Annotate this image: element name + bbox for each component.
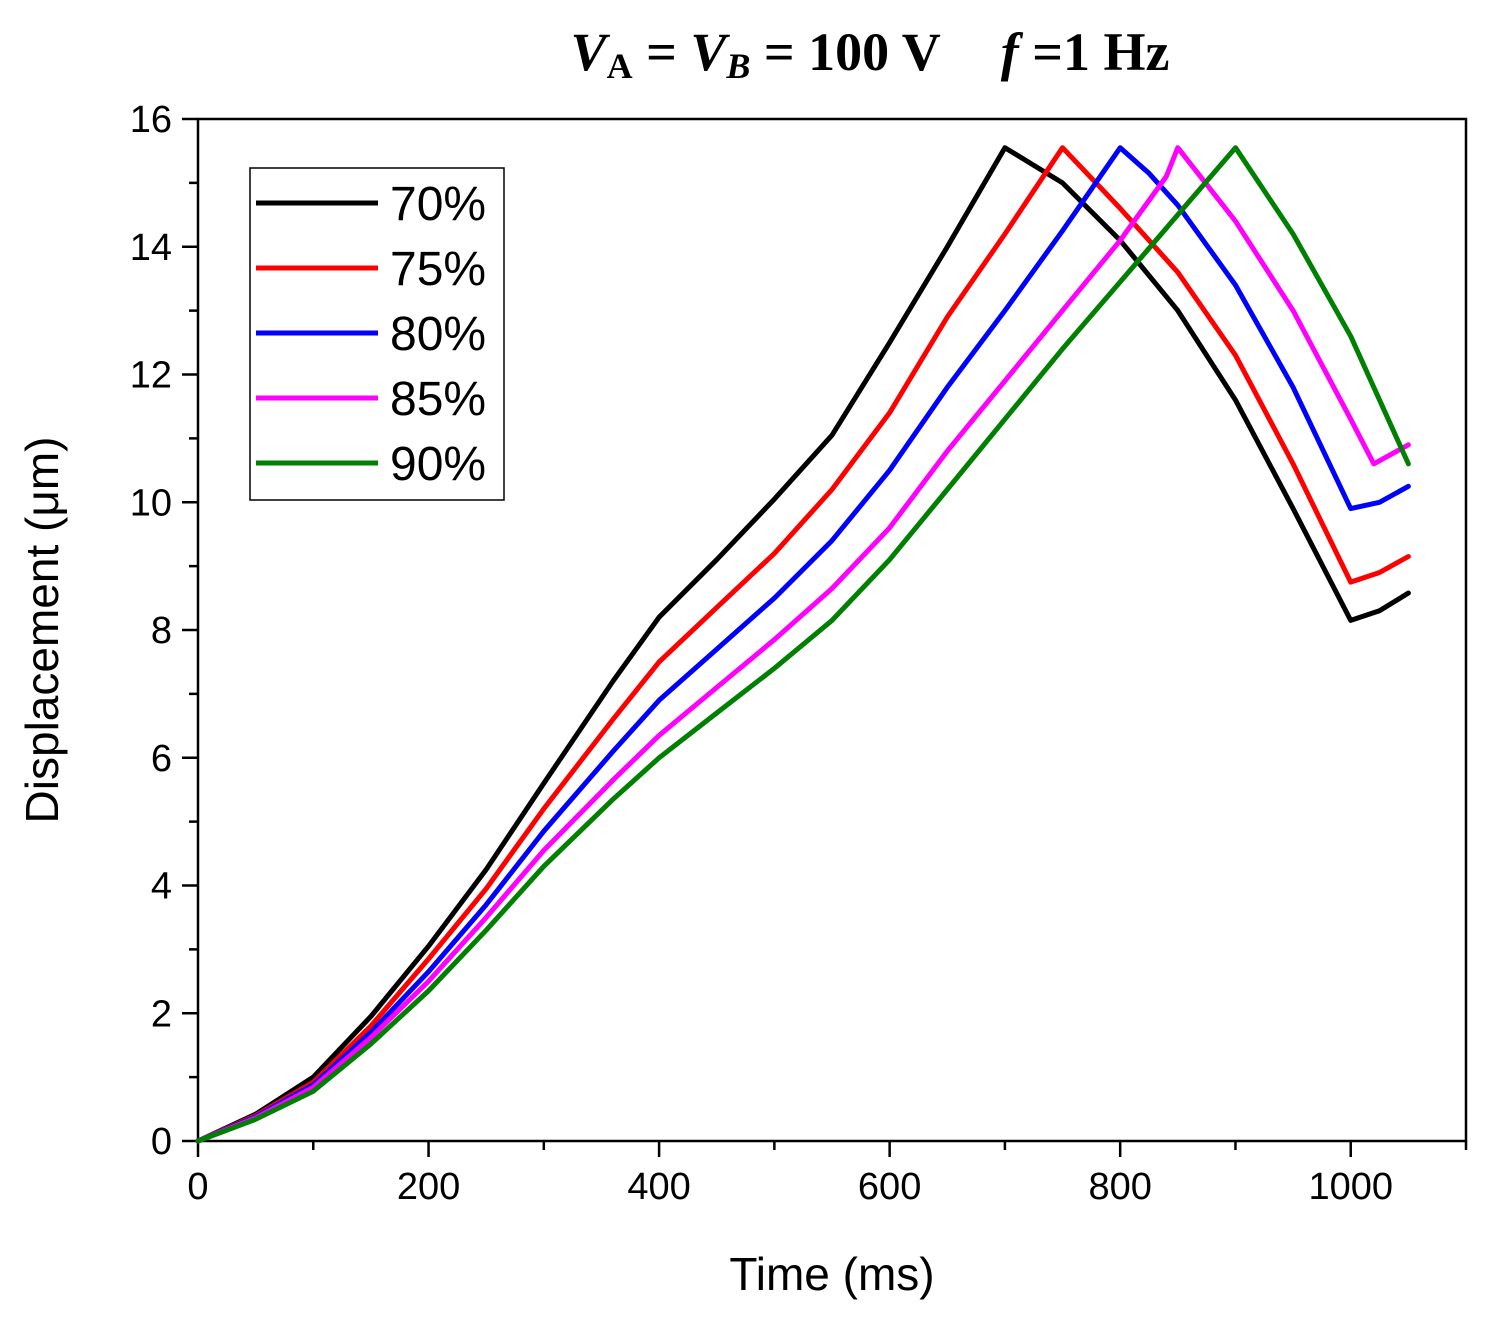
title-freq: =1 Hz: [1019, 22, 1170, 82]
y-tick-label: 16: [130, 99, 172, 141]
legend-label: 90%: [390, 438, 486, 491]
series-lines: [195, 145, 1411, 1144]
y-tick-label: 8: [151, 610, 172, 652]
title-sub-b: B: [725, 46, 750, 86]
series-line-70pct: [195, 145, 1411, 1144]
y-tick-label: 0: [151, 1121, 172, 1163]
title-f: f: [1001, 22, 1024, 82]
y-tick-label: 14: [130, 227, 172, 269]
y-tick-label: 2: [151, 993, 172, 1035]
title-eq1: =: [633, 22, 691, 82]
legend-label: 70%: [390, 178, 486, 231]
x-tick-label: 200: [397, 1166, 460, 1208]
series-line-80pct: [195, 145, 1411, 1144]
x-tick-labels: 0 200 400 600 800 1000: [187, 1166, 1393, 1208]
axis-ticks: [182, 117, 1468, 1157]
legend: 70% 75% 80% 85% 90%: [249, 167, 505, 501]
x-tick-label: 1000: [1308, 1166, 1393, 1208]
title-sub-a: A: [607, 46, 633, 86]
x-tick-label: 800: [1088, 1166, 1151, 1208]
y-tick-labels: 0 2 4 6 8 10 12 14 16: [130, 99, 172, 1163]
x-tick-label: 600: [858, 1166, 921, 1208]
series-line-90pct: [195, 145, 1411, 1144]
series-line-75pct: [195, 145, 1411, 1144]
x-tick-label: 400: [627, 1166, 690, 1208]
y-tick-label: 10: [130, 482, 172, 524]
series-line-85pct: [195, 145, 1411, 1144]
y-tick-label: 12: [130, 355, 172, 397]
legend-label: 85%: [390, 373, 486, 426]
x-axis-label: Time (ms): [729, 1248, 934, 1300]
title-eq2: = 100 V: [750, 22, 940, 82]
y-tick-label: 4: [151, 866, 172, 908]
legend-label: 75%: [390, 243, 486, 296]
title-v-a: V: [571, 22, 611, 82]
legend-label: 80%: [390, 308, 486, 361]
y-axis-label: Displacement (μm): [16, 437, 68, 824]
title-v-b: V: [690, 22, 730, 82]
y-tick-label: 6: [151, 738, 172, 780]
x-tick-label: 0: [187, 1166, 208, 1208]
